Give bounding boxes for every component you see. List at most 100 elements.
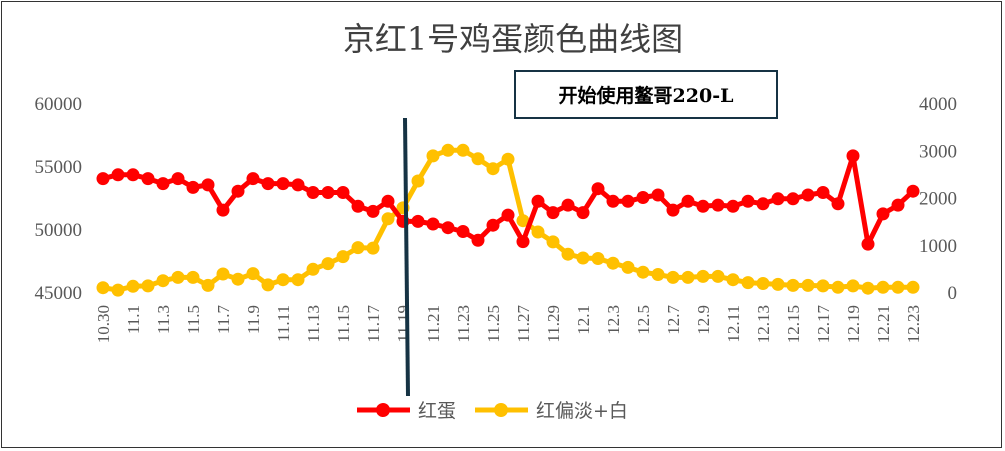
- series-point: [441, 221, 455, 235]
- series-point: [216, 203, 230, 217]
- series-point: [891, 198, 905, 212]
- series-point: [246, 172, 260, 186]
- series-point: [861, 237, 875, 251]
- series-point: [411, 174, 425, 188]
- series-point: [741, 194, 755, 208]
- left-tick-label: 60000: [35, 94, 83, 115]
- series-point: [141, 279, 155, 293]
- x-tick-label: 12.11: [724, 305, 743, 343]
- series-point: [516, 235, 530, 249]
- x-tick-label: 11.15: [334, 305, 353, 343]
- series-point: [771, 277, 785, 291]
- series-point: [741, 276, 755, 290]
- series-point: [186, 180, 200, 194]
- series-point: [126, 279, 140, 293]
- x-axis: 10.30 11.1 11.3 11.5 11.7 11.9 11.11 11.13 11.15…: [94, 305, 923, 344]
- series-point: [846, 149, 860, 163]
- x-tick-label: 12.21: [874, 305, 893, 343]
- series-point: [366, 241, 380, 255]
- series-point: [366, 204, 380, 218]
- series-point: [651, 188, 665, 202]
- series-point: [156, 274, 170, 288]
- right-axis: 0 1000 2000 3000 4000: [919, 94, 957, 304]
- series-point: [831, 197, 845, 211]
- series-point: [351, 241, 365, 255]
- series-point: [786, 192, 800, 206]
- x-tick-label: 11.29: [544, 305, 563, 343]
- series-point: [231, 184, 245, 198]
- series-point: [246, 267, 260, 281]
- series-point: [606, 256, 620, 270]
- series-point: [906, 184, 920, 198]
- legend: 红蛋 红偏淡+白: [357, 400, 628, 422]
- series-point: [621, 260, 635, 274]
- series-point: [546, 235, 560, 249]
- x-tick-label: 11.17: [364, 305, 383, 343]
- chart-title: 京红1号鸡蛋颜色曲线图: [343, 20, 683, 58]
- legend-item-pale-white: 红偏淡+白: [475, 400, 628, 422]
- series-point: [606, 194, 620, 208]
- series-point: [156, 177, 170, 191]
- x-tick-label: 11.25: [484, 305, 503, 343]
- series-point: [681, 270, 695, 284]
- series-point: [261, 177, 275, 191]
- series-point: [291, 178, 305, 192]
- series-point: [561, 247, 575, 261]
- series-point: [516, 214, 530, 228]
- series-point: [201, 278, 215, 292]
- x-tick-label: 11.11: [274, 305, 293, 342]
- series-point: [291, 273, 305, 287]
- annotation-text: 开始使用鳌哥220-L: [559, 84, 734, 107]
- series-point: [621, 194, 635, 208]
- series-point: [186, 270, 200, 284]
- start-marker-line: [403, 117, 410, 397]
- series-point: [411, 214, 425, 228]
- series-point: [426, 149, 440, 163]
- series-point: [906, 280, 920, 294]
- series-point: [876, 207, 890, 221]
- series-point: [876, 280, 890, 294]
- series-point: [96, 172, 110, 186]
- x-tick-label: 12.15: [784, 305, 803, 343]
- series-point: [591, 252, 605, 265]
- series-point: [711, 198, 725, 212]
- annotation-box: 开始使用鳌哥220-L: [514, 70, 778, 119]
- series-point: [651, 268, 665, 281]
- series-point: [531, 225, 545, 239]
- series-point: [681, 194, 695, 208]
- x-tick-label: 11.7: [214, 305, 233, 335]
- series-point: [816, 186, 830, 199]
- series-point: [801, 188, 815, 202]
- series-point: [501, 152, 515, 166]
- left-axis: 45000 50000 55000 60000: [35, 94, 83, 304]
- series-point: [441, 143, 455, 157]
- series-point: [111, 283, 125, 297]
- x-tick-label: 11.27: [514, 305, 533, 343]
- series-point: [771, 192, 785, 206]
- series-point: [486, 218, 500, 232]
- series-point: [546, 206, 560, 220]
- right-tick-label: 0: [948, 283, 958, 304]
- series-point: [171, 270, 185, 284]
- series-point: [261, 278, 275, 292]
- x-tick-label: 11.1: [124, 305, 143, 334]
- series-point: [381, 194, 395, 208]
- x-tick-label: 11.5: [184, 305, 203, 334]
- series-point: [216, 267, 230, 281]
- x-tick-label: 12.7: [664, 305, 683, 335]
- series-point: [816, 279, 830, 293]
- right-tick-label: 3000: [919, 141, 957, 162]
- series-point: [576, 206, 590, 220]
- series-point: [306, 186, 320, 199]
- series-point: [636, 265, 650, 279]
- series-point: [351, 199, 365, 213]
- right-tick-label: 1000: [919, 236, 957, 257]
- series-point: [666, 270, 680, 284]
- series-point: [276, 177, 290, 191]
- series-point: [501, 208, 515, 222]
- series-point: [666, 203, 680, 217]
- legend-label-red-egg: 红蛋: [418, 400, 456, 422]
- x-tick-label: 11.21: [424, 305, 443, 343]
- series-point: [696, 269, 710, 283]
